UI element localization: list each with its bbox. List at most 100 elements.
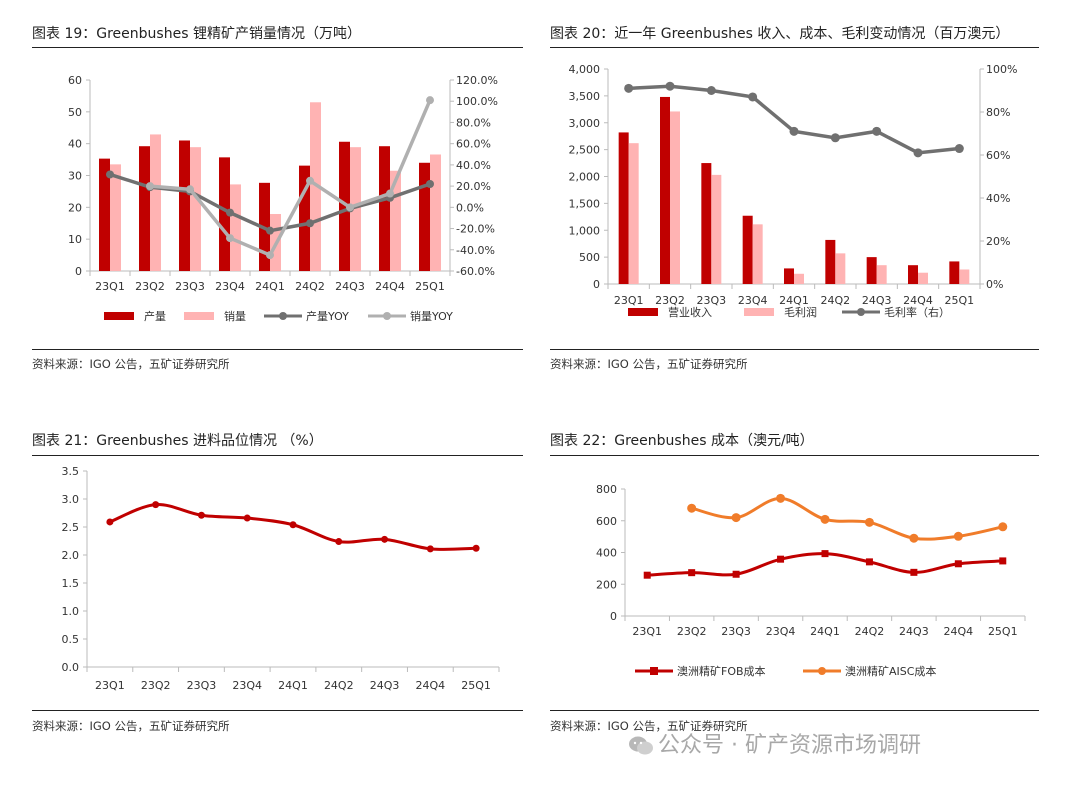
watermark-text: 公众号 · 矿产资源市场调研	[658, 733, 921, 758]
point	[731, 513, 741, 523]
bar	[711, 174, 722, 284]
y-tick-label: 2,000	[569, 171, 601, 184]
x-tick-label: 24Q4	[903, 294, 933, 307]
point	[106, 170, 114, 179]
point	[152, 501, 160, 509]
legend-label: 澳洲精矿AISC成本	[845, 664, 936, 678]
y-tick-label: 3,500	[569, 90, 601, 103]
point	[381, 535, 389, 543]
y-tick-label: 0	[593, 278, 600, 291]
source-rule-20	[550, 349, 1039, 350]
y2-tick-label: 120.0%	[456, 74, 498, 87]
point	[306, 219, 314, 228]
legend-label: 销量YOY	[410, 309, 453, 323]
point	[146, 182, 154, 191]
x-tick-label: 24Q2	[324, 679, 354, 692]
chart-title-21: 图表 21：Greenbushes 进料品位情况 （%）	[32, 433, 323, 449]
legend-marker	[650, 667, 658, 675]
point	[426, 96, 434, 105]
legend-label: 澳洲精矿FOB成本	[677, 664, 766, 678]
chart-19: 0 10 20 30 40 50 60 -60.0% -40.0% -20.0% 0.0% 20.0%…	[68, 74, 498, 323]
bar	[618, 132, 629, 284]
x-tick-label: 23Q4	[232, 679, 262, 692]
x-tick-label: 23Q4	[738, 294, 768, 307]
y-tick-label: 10	[68, 233, 82, 246]
point	[266, 226, 274, 235]
point	[335, 538, 343, 546]
y-tick-label: 1.0	[62, 605, 80, 618]
point	[954, 560, 962, 568]
chart-title-20: 图表 20：近一年 Greenbushes 收入、成本、毛利变动情况（百万澳元）	[550, 26, 1010, 42]
point	[472, 544, 480, 552]
x-tick-label: 24Q1	[278, 679, 308, 692]
y-tick-label: 2.0	[62, 549, 80, 562]
y-tick-label: 60	[68, 74, 82, 87]
x-tick-label: 24Q3	[335, 280, 365, 293]
point	[687, 503, 697, 513]
source-22: 资料来源：IGO 公告，五矿证券研究所	[550, 719, 748, 733]
point	[226, 208, 234, 217]
point	[821, 550, 829, 558]
point	[624, 83, 634, 93]
point	[186, 185, 194, 194]
bar	[150, 134, 161, 271]
bar	[876, 265, 887, 284]
y2-tick-label: 60%	[986, 149, 1010, 162]
bar	[379, 146, 390, 271]
bar	[908, 265, 918, 284]
point	[643, 571, 651, 579]
y2-tick-label: -60.0%	[456, 265, 495, 278]
x-tick-label: 23Q4	[215, 280, 245, 293]
x-tick-label: 24Q1	[255, 280, 285, 293]
series-line	[149, 99, 432, 258]
legend-marker	[857, 308, 865, 316]
bar	[660, 96, 670, 284]
legend-swatch	[104, 312, 134, 320]
y-tick-label: 2.5	[62, 521, 80, 534]
y2-tick-label: 0%	[986, 278, 1003, 291]
bar	[866, 257, 877, 284]
bar	[670, 111, 680, 285]
bar	[835, 253, 846, 284]
point	[226, 234, 234, 243]
bar	[219, 157, 230, 271]
x-tick-label: 23Q4	[766, 625, 796, 638]
title-rule-20	[550, 47, 1039, 48]
chart-21: 0.0 0.5 1.0 1.5 2.0 2.5 3.0 3.5 23Q1 23Q2 23Q3 23Q4…	[62, 465, 500, 692]
bar	[110, 164, 121, 271]
title-rule-19	[32, 47, 523, 48]
bar	[230, 184, 241, 271]
y-tick-label: 0	[75, 265, 82, 278]
source-rule-22	[550, 710, 1039, 711]
point	[706, 86, 716, 95]
y-tick-label: 2,500	[569, 144, 601, 157]
bar	[339, 141, 350, 271]
bar	[794, 273, 804, 284]
x-tick-label: 23Q3	[697, 294, 727, 307]
wechat-icon	[629, 736, 653, 755]
y-tick-label: 0	[610, 610, 617, 623]
x-tick-label: 24Q3	[862, 294, 892, 307]
y-tick-label: 20	[68, 201, 82, 214]
y2-tick-label: 40.0%	[456, 159, 491, 172]
x-tick-label: 25Q1	[945, 294, 975, 307]
y2-tick-label: 0.0%	[456, 201, 484, 214]
y2-tick-label: 20%	[986, 235, 1010, 248]
point	[243, 514, 251, 522]
y2-tick-label: 20.0%	[456, 180, 491, 193]
point	[346, 203, 354, 212]
x-tick-label: 24Q2	[295, 280, 325, 293]
x-tick-label: 24Q3	[370, 679, 400, 692]
chart-title-19: 图表 19：Greenbushes 锂精矿产销量情况（万吨）	[32, 26, 361, 42]
point	[864, 517, 874, 527]
y-tick-label: 30	[68, 170, 82, 183]
legend-label: 产量YOY	[306, 309, 349, 323]
point	[732, 570, 740, 578]
source-19: 资料来源：IGO 公告，五矿证券研究所	[32, 357, 230, 371]
point	[865, 558, 873, 566]
x-tick-label: 23Q1	[95, 280, 125, 293]
point	[909, 533, 919, 543]
x-tick-label: 23Q3	[721, 625, 751, 638]
point	[748, 92, 758, 102]
legend-label: 营业收入	[668, 305, 712, 319]
